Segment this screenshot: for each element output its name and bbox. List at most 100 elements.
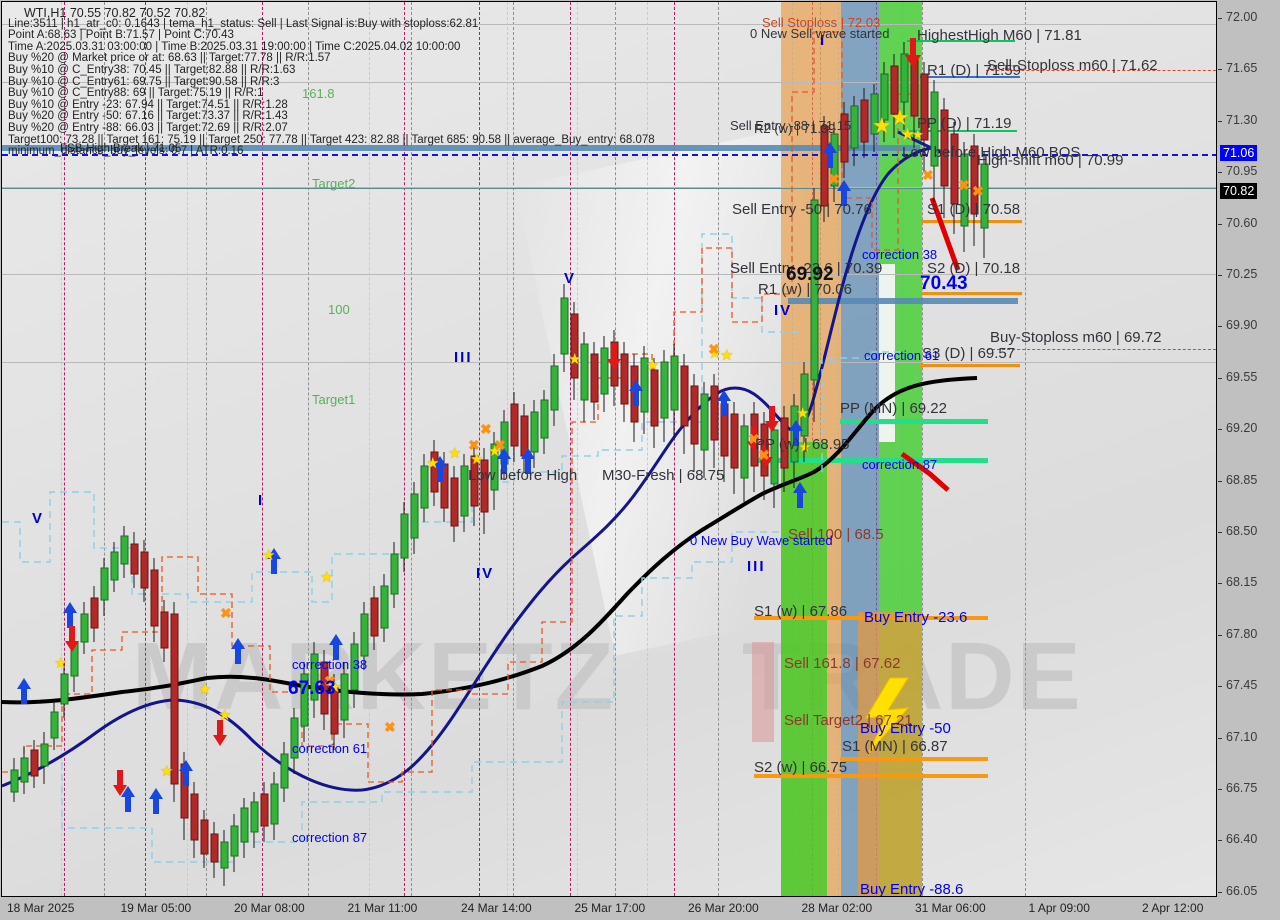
session-marker: [479, 2, 480, 896]
price-level-label-20: correction 61: [864, 348, 940, 363]
sell-arrow-icon: [64, 626, 80, 652]
header-line-10: Buy %20 @ Entry -88: 66.03 || Target:72.…: [8, 122, 288, 134]
level-line-orange-s3d: [920, 364, 1020, 367]
signal-star-icon: ★: [872, 113, 892, 138]
level-line-green-ppmn: [840, 419, 988, 424]
price-level-label-12: Sell Entry -23.6 | 70.39: [730, 260, 883, 277]
x-axis-label: 21 Mar 11:00: [347, 901, 418, 915]
chart-plot-area[interactable]: MARKETZ TRADE: [1, 1, 1217, 897]
price-level-label-19: S3 (D) | 69.57: [922, 345, 1016, 362]
price-axis[interactable]: 72.00 71.65 71.30 70.95 70.60 70.25 69.90 69.55…: [1218, 1, 1279, 898]
wave-label-1: I: [258, 492, 265, 509]
signal-star-icon: ★: [448, 445, 462, 462]
signal-star-icon: ★: [796, 405, 810, 422]
price-level-label-14: correction 38: [862, 247, 938, 262]
price-level-label-25: M30-Fresh | 68.75: [602, 467, 725, 484]
grid-line-v: [104, 2, 105, 896]
price-level-label-8: Low before High M60 BOS: [902, 144, 1081, 161]
level-line-target2: [2, 188, 1216, 189]
wave-label-4: IV: [476, 565, 495, 582]
price-level-label-22: PP (w) | 68.95: [755, 436, 850, 453]
y-axis-tick: [1218, 18, 1222, 19]
current-price-badge: 70.82: [1220, 183, 1258, 199]
y-axis-label: 69.90: [1226, 318, 1258, 333]
price-level-label-23: correction 87: [862, 457, 938, 472]
zone-green-left: [781, 442, 827, 896]
level-line-red-sellsl: [986, 70, 1216, 71]
sell-arrow-icon: [112, 770, 128, 796]
price-level-label-6: R2 (w) | 71.39: [754, 121, 836, 136]
signal-marker: [369, 2, 370, 896]
signal-marker: [61, 2, 62, 896]
y-axis-tick: [1218, 69, 1222, 71]
header-line-6: Buy %10 @ C_Entry61: 69.75 || Target:90.…: [8, 75, 280, 88]
wave-label-5: III: [747, 558, 766, 575]
highlight-price-badge: 71.06: [1220, 145, 1258, 161]
wave-label-7: IV: [774, 302, 793, 319]
price-level-label-11: S1 (D) | 70.58: [927, 201, 1021, 218]
y-axis-label: 66.75: [1226, 781, 1258, 795]
price-level-label-9: High-shift m60 | 70.99: [977, 152, 1124, 169]
cross-marker-icon: ✖: [828, 171, 840, 187]
signal-star-icon: ★: [160, 763, 174, 780]
sell-arrow-icon: [606, 344, 622, 370]
signal-marker: [187, 2, 188, 896]
signal-star-icon: ★: [218, 707, 232, 724]
grid-line-v: [1025, 2, 1026, 896]
fib-label-2: 100: [328, 302, 350, 317]
signal-star-icon: ★: [54, 655, 68, 672]
level-line-orange-s2d: [922, 292, 1022, 295]
zone-pink: [752, 642, 774, 742]
grid-line-h: [2, 274, 1216, 275]
price-level-label-28: S1 (w) | 67.86: [754, 603, 848, 620]
session-marker: [262, 2, 263, 896]
session-marker: [674, 2, 675, 896]
left-label-2: correction 61: [292, 741, 368, 756]
signal-star-icon: ★: [798, 439, 812, 456]
signal-star-icon: ★: [470, 451, 484, 468]
y-axis-label: 69.20: [1226, 421, 1258, 436]
level-line-blue-r1d: [920, 76, 1020, 78]
signal-star-icon: ★: [890, 105, 910, 130]
header-line-5: Buy %10 @ C_Entry38: 70.45 || Target:82.…: [8, 64, 296, 76]
time-axis[interactable]: 18 Mar 2025 19 Mar 05:00 20 Mar 08:00 21 Ma…: [1, 898, 1279, 919]
price-level-label-5: Sell Entry -88 | 71.15: [730, 118, 852, 133]
y-axis-tick: [1218, 223, 1222, 225]
price-level-label-35: Buy Entry -88.6: [860, 881, 964, 897]
grid-line-v: [718, 2, 719, 896]
level-line-orange-s2w: [754, 774, 988, 778]
header-line-1: Line:3511 | h1_atr_c0: 0.1643 | tema_h1_…: [8, 17, 479, 30]
x-axis-label: 20 Mar 08:00: [234, 901, 305, 915]
grid-line-h: [2, 362, 1216, 363]
sell-arrow-icon: [746, 426, 762, 452]
sell-arrow-icon: [904, 38, 922, 68]
buy-arrow-icon: [62, 602, 78, 628]
price-level-label-4: Sell-Stoploss m60 | 71.62: [987, 57, 1158, 74]
price-level-label-34: S2 (w) | 66.75: [754, 759, 848, 776]
y-axis-tick: [1218, 686, 1222, 688]
y-axis-tick: [1218, 583, 1222, 585]
level-line-green-highesthigh: [907, 40, 1015, 42]
x-axis-label: 25 Mar 17:00: [574, 901, 646, 915]
x-axis-label: 26 Mar 20:00: [688, 901, 759, 915]
y-axis-tick: [1218, 326, 1222, 328]
grid-line-v: [206, 2, 207, 896]
y-axis-label: 68.15: [1226, 575, 1258, 590]
signal-marker: [577, 2, 578, 896]
buy-arrow-icon: [266, 548, 282, 574]
cross-marker-icon: ✖: [958, 177, 970, 193]
price-level-label-3: R1 (D) | 71.59: [927, 62, 1021, 79]
sell-arrow-icon: [758, 442, 774, 468]
price-level-label-21: PP (MN) | 69.22: [840, 400, 947, 417]
cross-marker-icon: ✖: [748, 431, 760, 447]
y-axis-label: 66.40: [1226, 832, 1258, 847]
grid-line-v: [308, 2, 309, 896]
header-line-7: Buy %10 @ C_Entry88: 69 || Target:75.19 …: [8, 87, 264, 100]
grid-line-v: [411, 2, 412, 896]
y-axis-label: 70.60: [1226, 215, 1258, 230]
price-level-label-13: S2 (D) | 70.18: [927, 260, 1021, 277]
price-level-label-26: Sell 100 | 68.5: [788, 526, 884, 543]
header-line-2: Point A:68.63 | Point B:71.57 | Point C:…: [8, 29, 234, 42]
y-axis-tick: [1218, 737, 1222, 739]
session-marker: [145, 2, 146, 896]
